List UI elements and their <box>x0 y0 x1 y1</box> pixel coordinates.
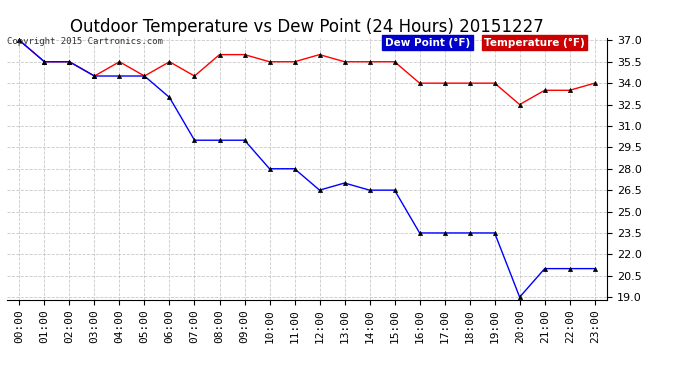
Text: Dew Point (°F): Dew Point (°F) <box>385 38 471 48</box>
Title: Outdoor Temperature vs Dew Point (24 Hours) 20151227: Outdoor Temperature vs Dew Point (24 Hou… <box>70 18 544 36</box>
Text: Temperature (°F): Temperature (°F) <box>484 38 585 48</box>
Text: Copyright 2015 Cartronics.com: Copyright 2015 Cartronics.com <box>7 38 163 46</box>
